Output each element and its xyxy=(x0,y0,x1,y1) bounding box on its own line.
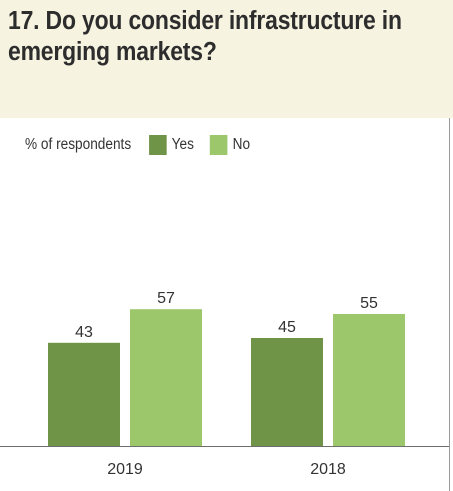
y-axis-label: % of respondents xyxy=(25,136,132,153)
bar-no-2018 xyxy=(333,314,405,446)
chart-title: 17. Do you consider infrastructure in em… xyxy=(8,7,402,66)
x-tick-label-2018: 2018 xyxy=(310,461,346,478)
legend-label-no: No xyxy=(232,136,251,153)
legend-swatch-no xyxy=(209,135,228,155)
value-label-yes-2018: 45 xyxy=(278,319,296,336)
value-label-yes-2019: 43 xyxy=(75,324,93,341)
title-banner: 17. Do you consider infrastructure in em… xyxy=(0,0,453,118)
legend-label-yes: Yes xyxy=(171,136,194,153)
bar-yes-2019 xyxy=(48,342,120,446)
panel-border xyxy=(449,118,450,491)
legend: % of respondents Yes No xyxy=(25,134,266,156)
bar-yes-2018 xyxy=(251,338,323,446)
value-label-no-2019: 57 xyxy=(157,290,175,307)
bar-chart: 43 57 2019 45 55 2018 xyxy=(0,290,449,478)
bar-no-2019 xyxy=(130,309,202,446)
value-label-no-2018: 55 xyxy=(360,295,378,312)
x-tick-label-2019: 2019 xyxy=(107,461,143,478)
legend-swatch-yes xyxy=(148,135,167,155)
